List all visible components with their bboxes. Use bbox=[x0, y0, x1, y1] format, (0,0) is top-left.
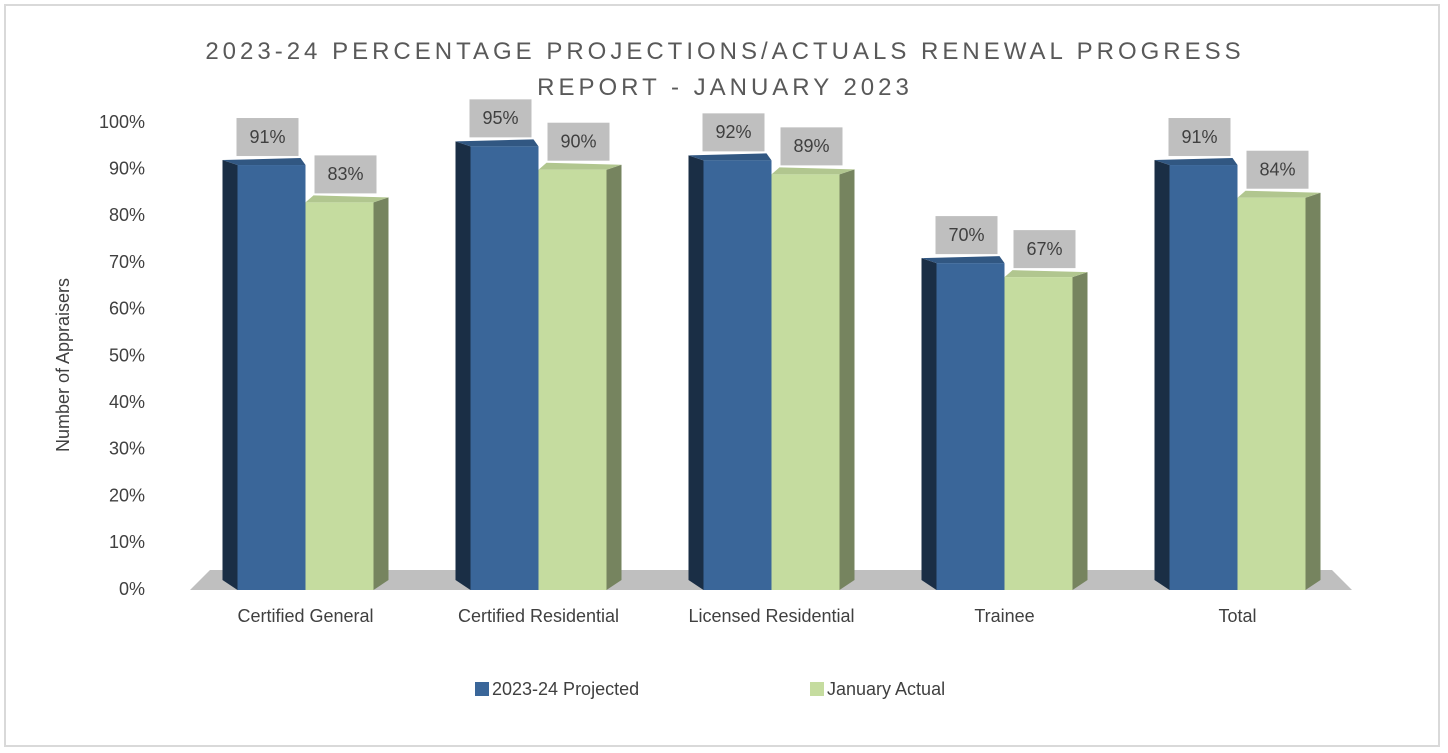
legend-label: 2023-24 Projected bbox=[492, 679, 639, 699]
data-label: 84% bbox=[1259, 159, 1295, 179]
x-tick-label: Certified Residential bbox=[458, 606, 619, 626]
y-tick-label: 60% bbox=[109, 299, 145, 319]
data-label: 89% bbox=[793, 136, 829, 156]
bar-top bbox=[222, 158, 306, 166]
data-label-box bbox=[469, 99, 532, 138]
x-tick-label: Certified General bbox=[237, 606, 373, 626]
bar-side bbox=[455, 141, 471, 590]
data-label: 70% bbox=[948, 225, 984, 245]
bar-side bbox=[1154, 160, 1170, 590]
chart-title: 2023-24 PERCENTAGE PROJECTIONS/ACTUALS R… bbox=[205, 38, 1245, 101]
chart-frame bbox=[4, 4, 1440, 747]
bar-top bbox=[1004, 270, 1088, 278]
data-label: 95% bbox=[482, 108, 518, 128]
bar-top bbox=[305, 195, 389, 203]
bar-side bbox=[921, 258, 937, 590]
bar-side bbox=[222, 160, 238, 590]
bar-side bbox=[688, 155, 704, 591]
legend-label: January Actual bbox=[827, 679, 945, 699]
y-axis-label: Number of Appraisers bbox=[53, 278, 73, 452]
bar bbox=[538, 169, 607, 590]
data-label-box bbox=[1246, 150, 1309, 189]
y-tick-label: 40% bbox=[109, 392, 145, 412]
data-label-box bbox=[935, 216, 998, 255]
y-tick-label: 70% bbox=[109, 252, 145, 272]
x-tick-label: Total bbox=[1218, 606, 1256, 626]
data-label: 91% bbox=[249, 127, 285, 147]
data-label: 91% bbox=[1181, 127, 1217, 147]
bar-top bbox=[688, 153, 772, 161]
data-label: 92% bbox=[715, 122, 751, 142]
bar-side bbox=[606, 164, 622, 590]
bar-side bbox=[1072, 272, 1088, 590]
bar bbox=[771, 174, 840, 590]
data-label-box bbox=[1013, 230, 1076, 269]
bar-top bbox=[538, 162, 622, 170]
data-label-box bbox=[236, 118, 299, 157]
bar bbox=[1004, 277, 1073, 590]
x-tick-label: Trainee bbox=[974, 606, 1034, 626]
bar bbox=[305, 202, 374, 590]
y-tick-label: 30% bbox=[109, 439, 145, 459]
data-label: 90% bbox=[560, 131, 596, 151]
data-label-box bbox=[1168, 118, 1231, 157]
bar bbox=[936, 263, 1005, 590]
bar-top bbox=[1154, 158, 1238, 166]
data-label-box bbox=[780, 127, 843, 166]
data-label-box bbox=[314, 155, 377, 194]
bar-side bbox=[1305, 192, 1321, 590]
bar-top bbox=[921, 256, 1005, 264]
data-label: 67% bbox=[1026, 239, 1062, 259]
bar bbox=[1169, 165, 1238, 590]
bar-top bbox=[771, 167, 855, 175]
y-tick-label: 0% bbox=[119, 579, 145, 599]
legend-swatch bbox=[475, 682, 489, 696]
bar bbox=[703, 160, 772, 591]
y-tick-label: 100% bbox=[99, 112, 145, 132]
bar bbox=[470, 146, 539, 590]
legend-swatch bbox=[810, 682, 824, 696]
y-tick-label: 20% bbox=[109, 485, 145, 505]
bar-top bbox=[455, 139, 539, 147]
data-label-box bbox=[547, 122, 610, 161]
y-tick-label: 10% bbox=[109, 532, 145, 552]
y-tick-label: 80% bbox=[109, 205, 145, 225]
bar-side bbox=[839, 169, 855, 590]
bar-top bbox=[1237, 190, 1321, 198]
bar bbox=[237, 165, 306, 590]
data-label: 83% bbox=[327, 164, 363, 184]
bar bbox=[1237, 197, 1306, 590]
x-tick-label: Licensed Residential bbox=[688, 606, 854, 626]
y-tick-label: 50% bbox=[109, 345, 145, 365]
data-label-box bbox=[702, 113, 765, 152]
bar-side bbox=[373, 197, 389, 590]
y-tick-label: 90% bbox=[109, 158, 145, 178]
